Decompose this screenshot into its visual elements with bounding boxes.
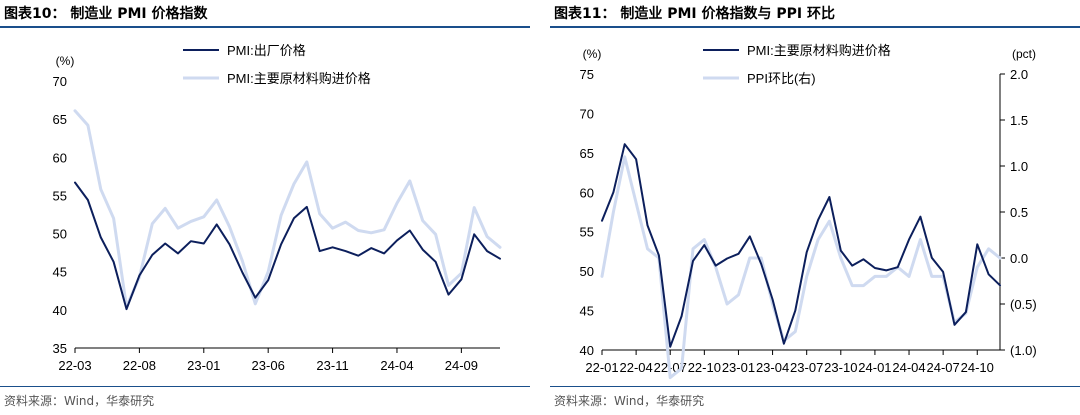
x-tick-label: 24-07 — [927, 360, 960, 375]
legend-label: PMI:主要原材料购进价格 — [227, 71, 371, 86]
x-tick-label: 23-10 — [824, 360, 857, 375]
x-tick-label: 23-11 — [316, 358, 348, 373]
y2-tick-label: 1.5 — [1010, 113, 1028, 128]
chart-pmi-vs-ppi: (%) 40 45 50 55 60 65 70 75 (pct) (1.0) (0.5) 0.0 0.5… — [580, 43, 1037, 380]
chart-pmi-price-index: (%) 35 40 45 50 55 60 65 70 22-03 22-08 23-01 23-06 2… — [53, 43, 502, 373]
y2-tick-label: (0.5) — [1010, 297, 1037, 312]
source-note: 资料来源：Wind，华泰研究 — [554, 394, 705, 408]
x-tick-label: 22-01 — [585, 360, 618, 375]
series-line — [74, 181, 501, 311]
x-tick-label: 24-10 — [961, 360, 994, 375]
y-tick-label: 65 — [53, 112, 67, 127]
x-tick-label: 22-04 — [619, 360, 652, 375]
y-tick-label: 60 — [53, 150, 67, 165]
source-rule — [0, 386, 530, 387]
y-tick-label: 45 — [580, 304, 594, 319]
chart-title: 图表10： 制造业 PMI 价格指数 — [4, 6, 208, 22]
x-tick-label: 22-08 — [123, 358, 156, 373]
x-tick-label: 23-07 — [790, 360, 823, 375]
x-tick-label: 23-01 — [187, 358, 220, 373]
series-line — [600, 155, 1002, 380]
y2-tick-label: (1.0) — [1010, 343, 1037, 358]
chart-title: 图表11： 制造业 PMI 价格指数与 PPI 环比 — [554, 6, 835, 22]
source-note: 资料来源：Wind，华泰研究 — [4, 394, 155, 408]
source-rule — [550, 386, 1080, 387]
y-tick-label: 40 — [53, 303, 67, 318]
title-rule — [0, 26, 530, 28]
chart-panel-pmi-price-index: 图表10： 制造业 PMI 价格指数 (%) 35 40 45 50 55 60 65 70 22… — [0, 0, 530, 415]
y-tick-label: 70 — [580, 106, 594, 121]
y2-tick-label: 2.0 — [1010, 67, 1028, 82]
legend-label: PPI环比(右) — [747, 71, 816, 86]
x-tick-label: 24-01 — [858, 360, 891, 375]
series-line — [73, 109, 502, 309]
x-tick-label: 24-04 — [892, 360, 925, 375]
series-line — [601, 143, 1001, 348]
y2-tick-label: 0.5 — [1010, 205, 1028, 220]
y2-tick-label: 0.0 — [1010, 251, 1028, 266]
y-tick-label: 60 — [580, 185, 594, 200]
x-tick-label: 22-10 — [688, 360, 721, 375]
x-tick-label: 24-09 — [445, 358, 478, 373]
x-tick-label: 23-06 — [252, 358, 285, 373]
y-tick-label: 55 — [53, 188, 67, 203]
y-tick-label: 50 — [580, 264, 594, 279]
x-tick-label: 23-01 — [722, 360, 755, 375]
y-axis-label: (%) — [583, 47, 602, 61]
y-tick-label: 50 — [53, 227, 67, 242]
chart-panel-pmi-vs-ppi: 图表11： 制造业 PMI 价格指数与 PPI 环比 (%) 40 45 50 55 60… — [550, 0, 1080, 415]
y-tick-label: 35 — [53, 341, 67, 356]
legend-label: PMI:出厂价格 — [227, 43, 306, 58]
y-tick-label: 55 — [580, 225, 594, 240]
x-tick-label: 24-04 — [380, 358, 413, 373]
title-rule — [550, 26, 1080, 28]
y-tick-label: 65 — [580, 146, 594, 161]
y-tick-label: 45 — [53, 265, 67, 280]
y-tick-label: 75 — [580, 67, 594, 82]
x-tick-label: 23-04 — [756, 360, 789, 375]
y-tick-label: 70 — [53, 74, 67, 89]
y2-tick-label: 1.0 — [1010, 159, 1028, 174]
y-tick-label: 40 — [580, 343, 594, 358]
y-axis-label: (%) — [56, 54, 75, 68]
y2-axis-label: (pct) — [1012, 47, 1036, 61]
x-tick-label: 22-03 — [58, 358, 91, 373]
legend-label: PMI:主要原材料购进价格 — [747, 43, 891, 58]
